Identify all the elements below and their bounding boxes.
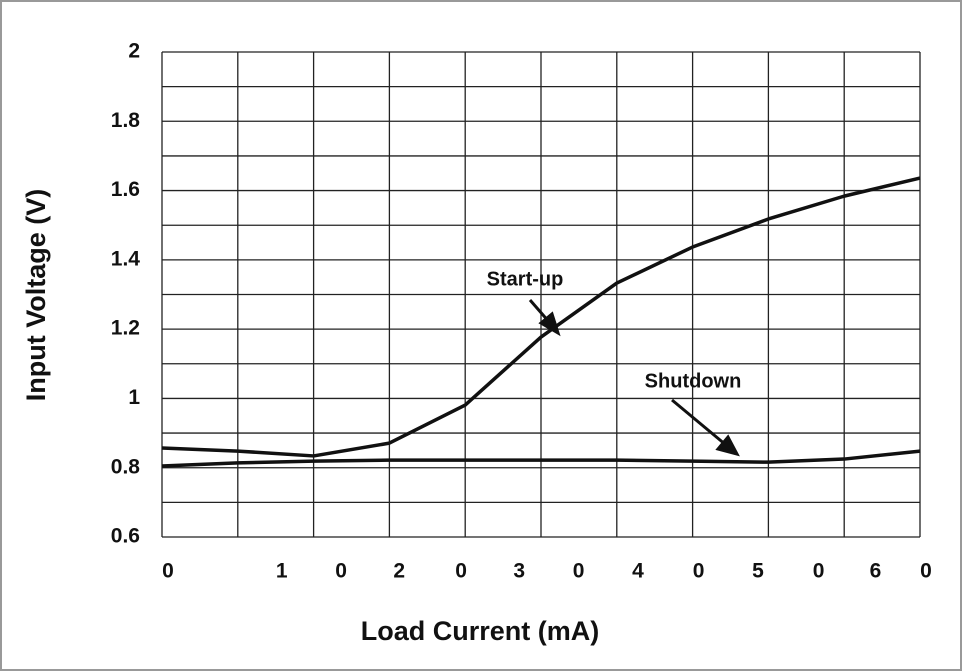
x-tick-label: 4	[632, 560, 644, 583]
x-tick-label: 3	[513, 560, 525, 583]
y-axis-title: Input Voltage (V)	[21, 189, 51, 401]
x-tick-label: 0	[455, 560, 467, 583]
y-tick-label: 1.6	[111, 178, 140, 201]
y-tick-label: 0.6	[111, 525, 140, 548]
y-tick-label: 1.2	[111, 317, 140, 340]
x-axis-title: Load Current (mA)	[361, 616, 600, 646]
y-tick-label: 0.8	[111, 455, 141, 478]
x-tick-label: 0	[335, 560, 347, 583]
x-tick-label: 2	[393, 560, 405, 583]
arrow	[671, 398, 727, 447]
x-tick-label: 0	[813, 560, 825, 583]
y-tick-label: 2	[128, 40, 140, 63]
x-tick-label: 5	[752, 560, 764, 583]
grid	[161, 51, 921, 538]
arrows	[528, 299, 740, 457]
y-tick-label: 1.4	[111, 247, 141, 270]
arrow-head	[715, 434, 740, 457]
x-tick-label: 0	[693, 560, 705, 583]
x-tick-label: 6	[870, 560, 882, 583]
annotation: Start-up	[487, 268, 564, 290]
y-tick-label: 1	[128, 386, 140, 409]
x-tick-label: 1	[276, 560, 288, 583]
line	[161, 176, 921, 458]
annotation: Shutdown	[645, 370, 742, 392]
line	[161, 449, 921, 468]
y-tick-label: 1.8	[111, 109, 141, 132]
x-tick-label: 0	[162, 560, 174, 583]
x-tick-label: 0	[573, 560, 585, 583]
x-tick-label: 0	[920, 560, 932, 583]
